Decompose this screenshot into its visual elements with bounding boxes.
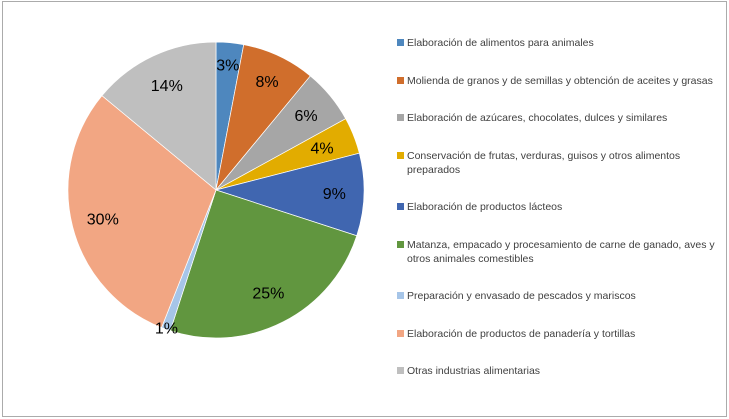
legend-item: Otras industrias alimentarias bbox=[397, 364, 727, 378]
legend-label: Molienda de granos y de semillas y obten… bbox=[407, 74, 713, 87]
pie-slice bbox=[169, 189, 358, 339]
legend-swatch-icon bbox=[397, 203, 404, 210]
legend-swatch-icon bbox=[397, 114, 404, 121]
pie-chart: 3% 8% 6% 4% 9% 25% 1% 30% 14% bbox=[67, 41, 365, 339]
legend-item: Molienda de granos y de semillas y obten… bbox=[397, 74, 727, 88]
legend-item: Elaboración de productos lácteos bbox=[397, 200, 727, 214]
pie-slice bbox=[67, 95, 217, 329]
legend-swatch-icon bbox=[397, 367, 404, 374]
pie-slice bbox=[214, 152, 365, 237]
legend-label: Elaboración de alimentos para animales bbox=[407, 37, 594, 49]
legend-item: Elaboración de alimentos para animales bbox=[397, 36, 727, 50]
legend-label: Elaboración de azúcares, chocolates, dul… bbox=[407, 112, 668, 124]
legend-swatch-icon bbox=[397, 292, 404, 299]
legend-label: Matanza, empacado y procesamiento de car… bbox=[407, 238, 715, 265]
legend-swatch-icon bbox=[397, 240, 404, 248]
legend-label: Elaboración de productos de panadería y … bbox=[407, 327, 636, 340]
legend-label: Conservación de frutas, verduras, guisos… bbox=[407, 149, 681, 176]
legend-label: Otras industrias alimentarias bbox=[407, 365, 541, 377]
pie-svg: 3% 8% 6% 4% 9% 25% 1% 30% 14% bbox=[67, 41, 365, 339]
legend-swatch-icon bbox=[397, 76, 404, 84]
legend-item: Matanza, empacado y procesamiento de car… bbox=[397, 238, 727, 266]
legend-item: Elaboración de azúcares, chocolates, dul… bbox=[397, 111, 727, 125]
legend: Elaboración de alimentos para animales Mo… bbox=[397, 36, 727, 378]
legend-item: Conservación de frutas, verduras, guisos… bbox=[397, 149, 727, 177]
legend-swatch-icon bbox=[397, 329, 404, 337]
pie-slice-label: 25% bbox=[252, 285, 284, 302]
pie-slice-label: 9% bbox=[323, 186, 346, 203]
pie-slice-label: 6% bbox=[295, 108, 318, 125]
pie-slice-label: 14% bbox=[151, 78, 183, 95]
pie-slice-label: 8% bbox=[255, 74, 278, 91]
legend-item: Elaboración de productos de panadería y … bbox=[397, 327, 727, 341]
legend-label: Preparación y envasado de pescados y mar… bbox=[407, 290, 636, 302]
legend-label: Elaboración de productos lácteos bbox=[407, 201, 563, 213]
pie-slice bbox=[101, 41, 217, 191]
legend-swatch-icon bbox=[397, 39, 404, 46]
pie-slice-label: 30% bbox=[87, 212, 119, 229]
legend-swatch-icon bbox=[397, 151, 404, 159]
legend-item: Preparación y envasado de pescados y mar… bbox=[397, 289, 727, 303]
pie-slice-label: 4% bbox=[310, 141, 333, 158]
pie-slice-label: 1% bbox=[155, 320, 178, 337]
pie-slice-label: 3% bbox=[216, 57, 239, 74]
